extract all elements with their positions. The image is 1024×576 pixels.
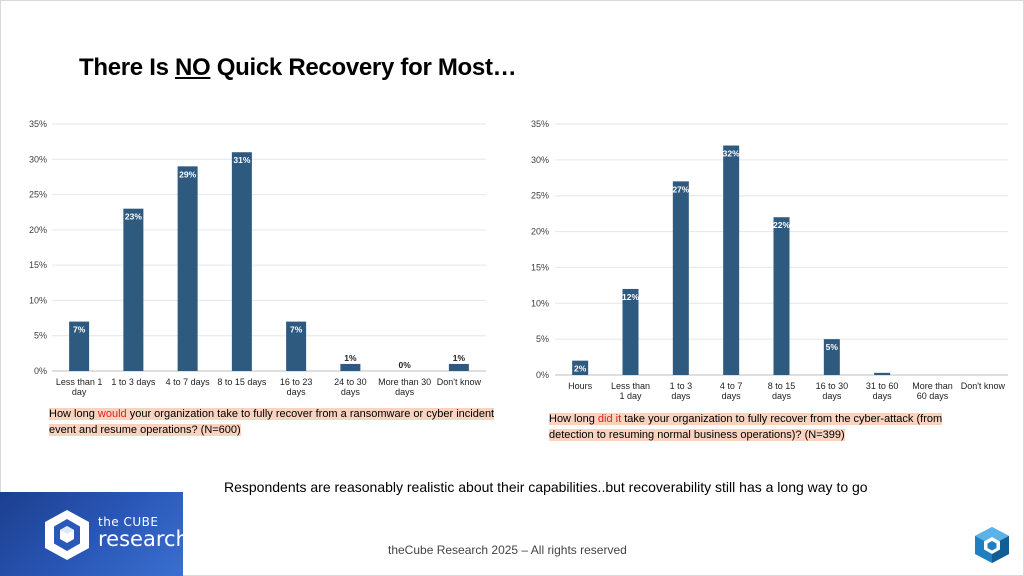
bar (123, 208, 144, 371)
y-tick-label: 15% (29, 260, 47, 270)
y-tick-label: 30% (29, 154, 47, 164)
data-label: 7% (290, 325, 303, 335)
bar (622, 288, 639, 375)
cube-logo-icon (45, 510, 89, 560)
bar (823, 339, 840, 375)
x-tick-label: 31 to 60 (866, 381, 899, 391)
y-tick-label: 5% (536, 334, 549, 344)
x-tick-label: 4 to 7 days (166, 377, 211, 387)
bar (448, 363, 469, 371)
title-prefix: There Is (79, 54, 176, 81)
x-tick-label: 16 to 23 (280, 377, 313, 387)
data-label: 31% (233, 155, 250, 165)
y-tick-label: 25% (531, 191, 549, 201)
bar (69, 321, 90, 371)
bar (340, 363, 361, 371)
x-tick-label: days (671, 391, 691, 401)
question-text-before: How long (549, 413, 598, 425)
x-tick-label: 24 to 30 (334, 377, 367, 387)
x-tick-label: Hours (568, 381, 593, 391)
question-planned: How long would your organization take to… (49, 406, 499, 438)
bar (286, 321, 307, 371)
x-tick-label: 16 to 30 (816, 381, 849, 391)
data-label: 2% (574, 364, 587, 374)
x-tick-label: days (772, 391, 792, 401)
x-tick-label: Don't know (961, 381, 1006, 391)
data-label: 32% (723, 149, 740, 159)
question-highlight: did it (597, 413, 622, 425)
x-tick-label: 1 to 3 (670, 381, 693, 391)
chart-actual-recovery: 0% 5% 10% 15% 20% 25% 30% 35% 2% Hours 12% Less tha… (531, 119, 1008, 401)
title-emphasis: NO (175, 54, 211, 81)
x-tick-label: days (873, 391, 893, 401)
bar (672, 181, 689, 375)
bar (231, 152, 252, 371)
question-actual: How long did it take your organization t… (549, 411, 989, 443)
y-tick-label: 15% (531, 262, 549, 272)
logo-line2: research (98, 527, 189, 551)
data-label: 29% (179, 169, 196, 179)
summary-text: Respondents are reasonably realistic abo… (224, 479, 868, 495)
logo-wordmark: the CUBE research (98, 516, 189, 550)
y-tick-label: 30% (531, 155, 549, 165)
y-tick-label: 25% (29, 190, 47, 200)
x-tick-label: days (822, 391, 842, 401)
title-suffix: Quick Recovery for Most… (210, 54, 517, 81)
x-tick-label: day (72, 387, 87, 397)
question-text-before: How long (49, 408, 98, 420)
data-label: 7% (73, 325, 86, 335)
x-tick-label: Less than (611, 381, 650, 391)
bar (572, 360, 589, 375)
bar (177, 166, 198, 371)
bar (874, 372, 891, 375)
logo-line1: the CUBE (98, 515, 159, 529)
x-tick-label: 8 to 15 days (217, 377, 267, 387)
footer-copyright: theCube Research 2025 – All rights reser… (388, 543, 627, 557)
question-text-after: take your organization to fully recover … (549, 413, 943, 441)
y-tick-label: 20% (531, 227, 549, 237)
data-label: 0% (398, 360, 411, 370)
y-tick-label: 5% (34, 331, 47, 341)
x-tick-label: 1 to 3 days (111, 377, 156, 387)
question-highlight: would (97, 408, 127, 420)
x-tick-label: 4 to 7 (720, 381, 743, 391)
x-tick-label: days (287, 387, 307, 397)
y-tick-label: 0% (536, 370, 549, 380)
data-label: 27% (672, 184, 689, 194)
x-tick-label: days (341, 387, 361, 397)
thecube-research-logo: the CUBE research (0, 492, 189, 576)
y-tick-label: 20% (29, 225, 47, 235)
data-label: 1% (344, 353, 357, 363)
y-tick-label: 0% (34, 366, 47, 376)
x-tick-label: 60 days (917, 391, 949, 401)
data-label: 12% (622, 292, 639, 302)
y-tick-label: 35% (29, 119, 47, 129)
bar (773, 217, 790, 375)
x-tick-label: Don't know (437, 377, 482, 387)
cube-corner-icon (975, 527, 1009, 563)
y-tick-label: 10% (29, 295, 47, 305)
y-tick-label: 10% (531, 298, 549, 308)
data-label: 5% (826, 342, 839, 352)
x-tick-label: More than 30 (378, 377, 431, 387)
data-label: 23% (125, 212, 142, 222)
data-label: 22% (773, 220, 790, 230)
y-tick-label: 35% (531, 119, 549, 129)
slide-title: There Is NO Quick Recovery for Most… (79, 54, 517, 82)
bar (723, 145, 740, 375)
x-tick-label: 1 day (619, 391, 642, 401)
x-tick-label: Less than 1 (56, 377, 103, 387)
data-label: 1% (453, 353, 466, 363)
x-tick-label: More than (912, 381, 953, 391)
x-tick-label: days (395, 387, 415, 397)
question-text-after: your organization take to fully recover … (49, 408, 495, 436)
x-tick-label: 8 to 15 (768, 381, 796, 391)
x-tick-label: days (722, 391, 742, 401)
